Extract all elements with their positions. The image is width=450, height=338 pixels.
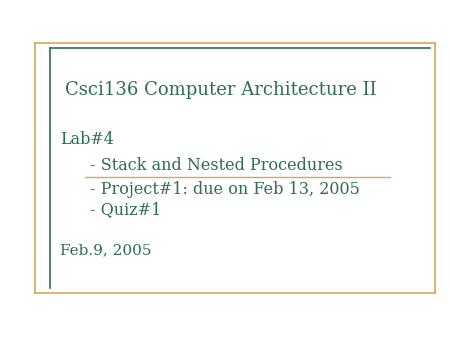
Text: - Quiz#1: - Quiz#1 (85, 201, 162, 218)
Text: Lab#4: Lab#4 (60, 131, 114, 148)
Text: - Project#1: due on Feb 13, 2005: - Project#1: due on Feb 13, 2005 (85, 182, 360, 198)
Text: Csci136 Computer Architecture II: Csci136 Computer Architecture II (65, 81, 377, 99)
Text: Feb.9, 2005: Feb.9, 2005 (60, 243, 152, 257)
Text: - Stack and Nested Procedures: - Stack and Nested Procedures (85, 158, 343, 174)
